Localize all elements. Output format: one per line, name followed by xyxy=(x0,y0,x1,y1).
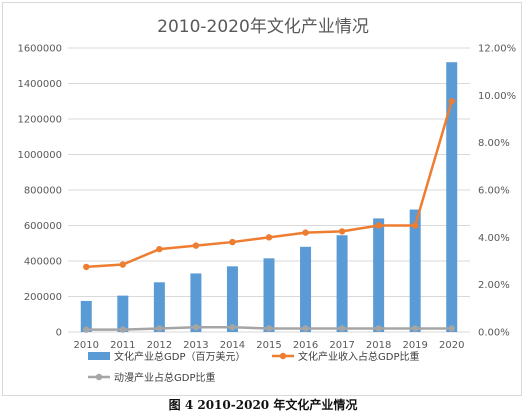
x-axis-tick-label: 2015 xyxy=(256,340,281,351)
left-axis-tick-label: 600000 xyxy=(24,221,62,232)
culture-share-point xyxy=(229,238,236,246)
gdp-bar xyxy=(190,273,202,332)
gdp-bar xyxy=(446,62,458,332)
right-axis-tick-label: 0.00% xyxy=(478,328,510,339)
gdp-bar xyxy=(80,300,92,332)
animation-share-point xyxy=(411,325,419,332)
x-axis-tick-label: 2019 xyxy=(402,340,427,351)
x-axis-tick-label: 2018 xyxy=(366,340,391,351)
animation-share-point xyxy=(448,325,455,332)
gdp-bar xyxy=(409,209,421,332)
legend-animation-share-marker xyxy=(95,373,103,381)
legend-gdp-swatch xyxy=(88,352,110,360)
left-axis-tick-label: 1400000 xyxy=(17,79,62,90)
legend-gdp-label: 文化产业总GDP（百万美元） xyxy=(114,350,245,363)
x-axis-tick-label: 2012 xyxy=(147,340,172,351)
culture-share-point xyxy=(448,98,455,105)
legend-animation-share-label: 动漫产业占总GDP比重 xyxy=(114,371,215,384)
animation-share-point xyxy=(375,325,382,332)
x-axis-tick-label: 2017 xyxy=(329,340,354,351)
x-axis-ticks: 2010 2011 2012 2013 2014 2015 2016 2017 2018 2019… xyxy=(74,340,465,351)
gdp-bar xyxy=(300,246,312,332)
left-axis-tick-label: 1600000 xyxy=(17,44,62,55)
percentage-lines xyxy=(83,98,455,333)
right-axis-tick-label: 10.00% xyxy=(478,91,516,102)
animation-share-point xyxy=(229,324,236,331)
left-axis-ticks: 0 200000 400000 600000 800000 1000000 1200000 1… xyxy=(17,44,62,339)
chart: 2010-2020年文化产业情况 0 200000 400000 600000 8000… xyxy=(17,17,516,384)
animation-share-point xyxy=(83,326,90,333)
culture-share-point xyxy=(375,222,382,229)
right-axis-tick-label: 2.00% xyxy=(478,280,510,291)
left-axis-tick-label: 800000 xyxy=(24,186,62,197)
gdp-bar xyxy=(336,235,348,332)
x-axis-tick-label: 2013 xyxy=(183,340,208,351)
x-axis-tick-label: 2010 xyxy=(74,340,99,351)
gdp-bar xyxy=(373,218,385,332)
culture-share-point xyxy=(83,263,90,271)
right-axis-ticks: 0.00% 2.00% 4.00% 6.00% 8.00% 10.00% 12.00% xyxy=(478,44,516,339)
animation-share-point xyxy=(119,326,127,333)
culture-share-point xyxy=(411,222,419,229)
culture-share-point xyxy=(192,242,200,249)
animation-share-point xyxy=(192,324,200,331)
legend-culture-share-marker xyxy=(279,352,287,360)
x-axis-tick-label: 2016 xyxy=(293,340,318,351)
culture-share-point xyxy=(302,229,309,236)
culture-share-point xyxy=(156,245,163,253)
gdp-bars xyxy=(80,62,458,332)
animation-share-point xyxy=(338,325,346,332)
legend-culture-share-label: 文化产业收入占总GDP比重 xyxy=(298,350,419,363)
culture-share-point xyxy=(265,234,273,241)
x-axis-tick-label: 2011 xyxy=(110,340,135,351)
right-axis-tick-label: 4.00% xyxy=(478,233,510,244)
animation-share-point xyxy=(156,325,163,332)
x-axis-tick-label: 2020 xyxy=(439,340,464,351)
gridlines xyxy=(68,47,470,333)
animation-share-point xyxy=(302,325,309,332)
gdp-bar xyxy=(226,266,238,332)
right-axis-tick-label: 6.00% xyxy=(478,186,510,197)
culture-share-point xyxy=(119,261,127,268)
gdp-bar xyxy=(263,258,275,332)
right-axis-tick-label: 8.00% xyxy=(478,138,510,149)
left-axis-tick-label: 0 xyxy=(56,328,62,339)
left-axis-tick-label: 200000 xyxy=(24,292,62,303)
x-axis-tick-label: 2014 xyxy=(220,340,245,351)
right-axis-tick-label: 12.00% xyxy=(478,44,516,55)
figure-caption: 图 4 2010-2020 年文化产业情况 xyxy=(168,398,358,412)
gdp-bar xyxy=(117,295,129,332)
left-axis-tick-label: 1200000 xyxy=(17,115,62,126)
chart-title: 2010-2020年文化产业情况 xyxy=(157,17,369,37)
left-axis-tick-label: 1000000 xyxy=(17,150,62,161)
culture-share-point xyxy=(338,228,346,235)
culture-share-line xyxy=(86,100,453,269)
left-axis-tick-label: 400000 xyxy=(24,257,62,268)
gdp-bar xyxy=(153,282,165,332)
animation-share-point xyxy=(265,325,273,332)
